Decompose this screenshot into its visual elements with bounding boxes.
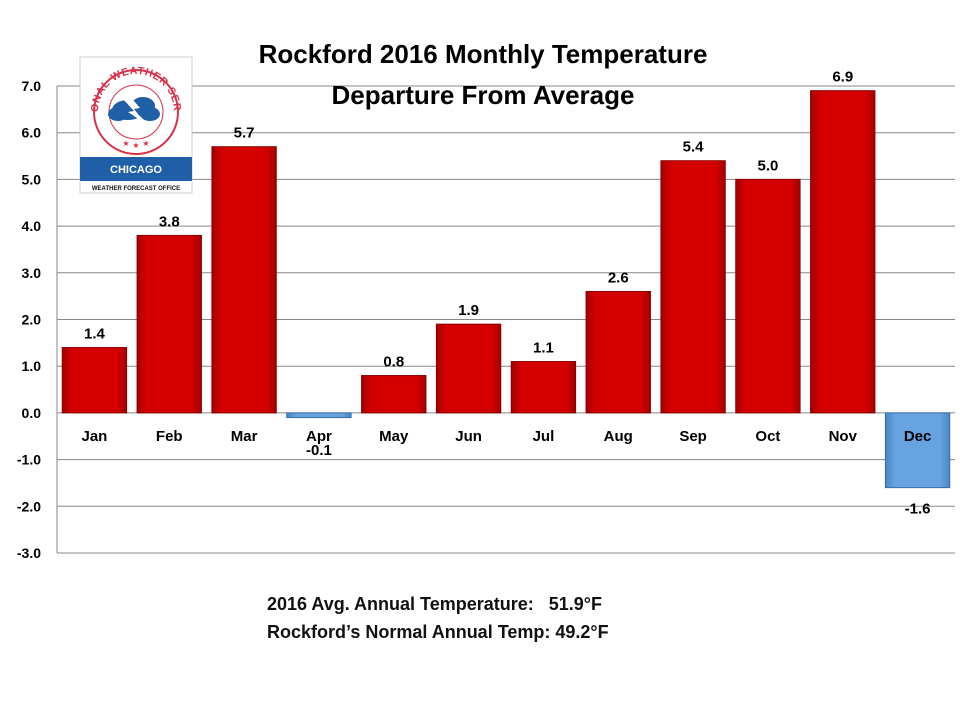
svg-text:★: ★ [122, 139, 129, 148]
footnote-avg-temp: 2016 Avg. Annual Temperature: 51.9°F [267, 594, 602, 614]
category-label: Oct [755, 428, 780, 445]
category-label: Jun [455, 428, 482, 445]
category-label: Dec [904, 428, 932, 445]
data-labels: 1.4 3.8 5.7 -0.1 0.8 1.9 1.1 2.6 5.4 5.0 6.9 -1.6 [84, 69, 931, 518]
y-tick-label: 1.0 [22, 358, 42, 374]
category-label: Jan [81, 428, 107, 445]
y-tick-label: 6.0 [22, 125, 42, 141]
data-label: 6.9 [832, 69, 853, 86]
data-label: 3.8 [159, 213, 180, 230]
data-label: 1.1 [533, 340, 554, 357]
category-labels: Jan Feb Mar Apr May Jun Jul Aug Sep Oct Nov Dec [81, 428, 931, 445]
category-label: Jul [533, 428, 555, 445]
category-label: Mar [231, 428, 258, 445]
logo-office: CHICAGO [110, 164, 162, 176]
y-tick-label: -3.0 [17, 545, 41, 561]
bar-jun [435, 323, 502, 414]
y-tick-label: -1.0 [17, 452, 41, 468]
data-label: 0.8 [383, 354, 404, 371]
logo-subtext: WEATHER FORECAST OFFICE [92, 186, 180, 192]
svg-text:★: ★ [132, 141, 139, 150]
y-tick-label: 3.0 [22, 265, 42, 281]
category-label: Nov [829, 428, 858, 445]
data-label: 1.4 [84, 326, 106, 343]
data-label: 5.4 [683, 139, 705, 156]
y-tick-label: 4.0 [22, 218, 42, 234]
y-axis: 7.0 6.0 5.0 4.0 3.0 2.0 1.0 0.0 -1.0 -2.0 -3.0 [17, 78, 58, 561]
category-label: Sep [679, 428, 707, 445]
y-tick-label: 5.0 [22, 171, 42, 187]
bar-oct [735, 178, 801, 414]
y-tick-label: -2.0 [17, 498, 41, 514]
data-label: -1.6 [905, 501, 931, 518]
data-label: 1.9 [458, 302, 479, 319]
footnote-normal-temp: Rockford’s Normal Annual Temp: 49.2°F [267, 622, 609, 642]
category-label: Apr [306, 428, 332, 445]
bar-sep [660, 160, 726, 414]
data-label: 2.6 [608, 269, 629, 286]
chart-subtitle: Departure From Average [332, 80, 635, 110]
bar-may [361, 375, 427, 414]
category-label: Aug [604, 428, 633, 445]
bar-apr [286, 412, 352, 419]
data-label: 5.7 [234, 125, 255, 142]
star-icons: ★ ★ ★ [122, 139, 149, 150]
bar-jul [510, 361, 577, 414]
data-label: 5.0 [757, 157, 778, 174]
bar-feb [136, 234, 202, 414]
bars [61, 90, 951, 489]
bar-nov [810, 90, 876, 414]
data-label: -0.1 [306, 442, 332, 459]
bar-dec [884, 412, 951, 489]
bar-mar [211, 146, 277, 414]
svg-text:★: ★ [142, 139, 149, 148]
bar-jan [61, 347, 128, 414]
category-label: Feb [156, 428, 183, 445]
y-tick-label: 7.0 [22, 78, 42, 94]
lightning-icon [122, 94, 146, 124]
nws-logo: NATIONAL WEATHER SERVICE ★★★ CHICAGO WEA… [0, 0, 193, 194]
bar-aug [585, 290, 651, 414]
grid-lines [57, 85, 955, 554]
chart-title: Rockford 2016 Monthly Temperature [259, 39, 708, 69]
y-tick-label: 0.0 [22, 405, 42, 421]
y-tick-label: 2.0 [22, 312, 42, 328]
category-label: May [379, 428, 409, 445]
